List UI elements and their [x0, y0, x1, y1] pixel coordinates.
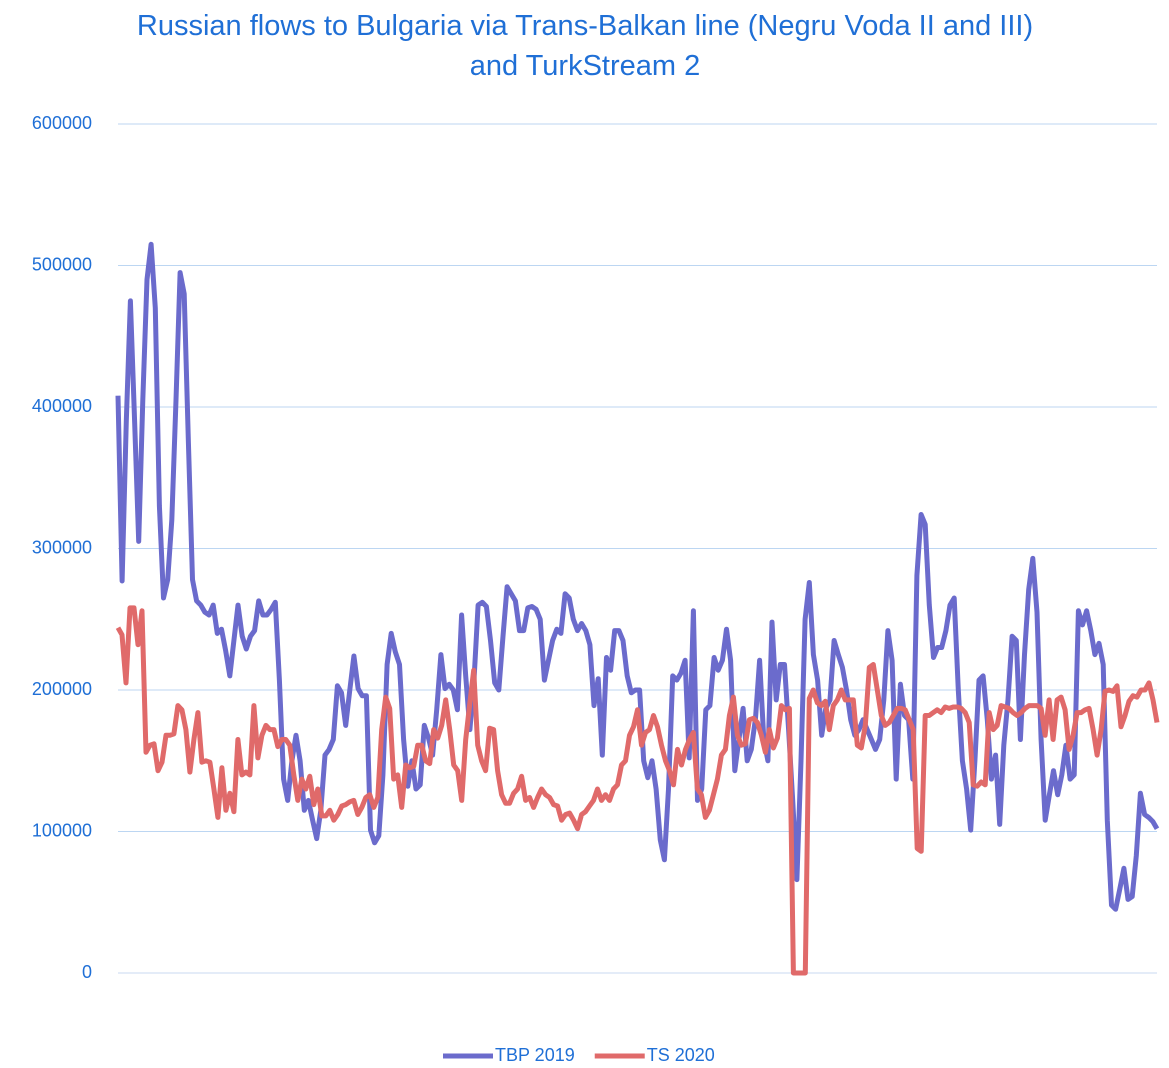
y-tick-label: 300000 [32, 537, 92, 557]
y-tick-label: 100000 [32, 820, 92, 840]
series-line [115, 241, 1160, 912]
chart-title: Russian flows to Bulgaria via Trans-Balk… [136, 10, 1034, 82]
y-tick-label: 0 [82, 962, 92, 982]
legend-label: TS 2020 [647, 1045, 715, 1065]
y-tick-label: 400000 [32, 396, 92, 416]
legend-label: TBP 2019 [495, 1045, 575, 1065]
y-tick-label: 500000 [32, 254, 92, 274]
series-line [115, 605, 1160, 976]
y-tick-label: 600000 [32, 113, 92, 133]
y-tick-label: 200000 [32, 679, 92, 699]
